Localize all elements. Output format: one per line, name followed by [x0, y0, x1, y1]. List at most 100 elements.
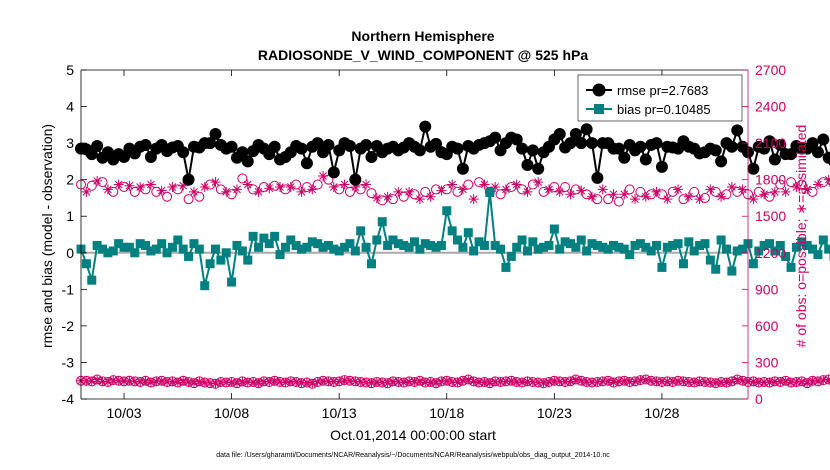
bias-point [652, 240, 662, 250]
bias-point [248, 231, 258, 241]
obs-assimilated-point [323, 376, 333, 386]
obs-assimilated-point [188, 186, 199, 197]
y-left-tick-label: -3 [62, 354, 75, 370]
rmse-point [489, 131, 502, 144]
obs-assimilated-point [431, 378, 441, 388]
bias-point [539, 242, 549, 252]
bias-point [227, 277, 237, 287]
obs-possible-point [613, 196, 624, 207]
obs-assimilated-point [668, 377, 678, 387]
obs-assimilated-point [587, 378, 597, 388]
obs-assimilated-point [307, 379, 317, 389]
obs-assimilated-point [506, 376, 516, 386]
obs-assimilated-point [587, 191, 598, 202]
obs-assimilated-point [415, 376, 425, 386]
bias-series-layer [76, 187, 830, 291]
obs-assimilated-point [522, 186, 533, 197]
legend-bias-label: bias pr=0.10485 [617, 102, 711, 117]
bias-point [173, 235, 183, 245]
obs-assimilated-point [683, 191, 694, 202]
plot-area [81, 70, 748, 399]
obs-assimilated-point [802, 184, 813, 195]
obs-assimilated-point [684, 377, 694, 387]
obs-assimilated-point [291, 377, 301, 387]
rmse-point [747, 162, 760, 175]
bias-point [797, 237, 807, 247]
obs-assimilated-point [334, 376, 344, 386]
obs-assimilated-point [775, 377, 785, 387]
rmse-point [360, 138, 373, 151]
obs-assimilated-point [377, 378, 387, 388]
obs-assimilated-point [453, 378, 463, 388]
obs-assimilated-point [98, 376, 108, 386]
bias-point [189, 239, 199, 249]
obs-assimilated-point [124, 180, 135, 191]
obs-assimilated-point [786, 378, 796, 388]
rmse-point [655, 160, 668, 173]
rmse-point [204, 137, 217, 150]
obs-assimilated-point [242, 179, 253, 190]
bias-point [426, 240, 436, 250]
bias-point [313, 239, 323, 249]
bias-point [318, 242, 328, 252]
obs-assimilated-point [200, 378, 210, 388]
bias-point [727, 266, 737, 276]
bias-point [646, 246, 656, 256]
obs-assimilated-point [700, 377, 710, 387]
obs-possible-point [452, 186, 463, 197]
bias-point [393, 239, 403, 249]
obs-assimilated-point [797, 376, 807, 386]
bias-point [420, 239, 430, 249]
y-left-tick-label: 4 [66, 99, 74, 115]
rmse-point [618, 151, 631, 164]
obs-assimilated-point [539, 378, 549, 388]
obs-possible-point [377, 195, 388, 206]
bias-point [302, 242, 312, 252]
obs-assimilated-point [479, 179, 490, 190]
bias-point [388, 235, 398, 245]
obs-assimilated-point [318, 376, 328, 386]
obs-assimilated-point [173, 378, 183, 388]
obs-assimilated-point [237, 376, 247, 386]
bias-point [108, 246, 118, 256]
obs-assimilated-point [463, 375, 473, 385]
bias-point [270, 231, 280, 241]
chart-subtitle: RADIOSONDE_V_WIND_COMPONENT @ 525 hPa [258, 47, 588, 63]
y-left-tick-label: 5 [66, 62, 74, 78]
obs-possible-point [215, 184, 226, 195]
obs-possible-point [463, 179, 474, 190]
bias-point [297, 244, 307, 254]
rmse-point [806, 137, 819, 150]
obs-possible-point [194, 191, 205, 202]
obs-assimilated-point [130, 376, 140, 386]
rmse-point [419, 120, 432, 133]
rmse-point [510, 133, 523, 146]
obs-assimilated-point [592, 377, 602, 387]
obs-possible-point [237, 173, 248, 184]
bias-point [781, 251, 791, 261]
obs-assimilated-point [231, 184, 242, 195]
obs-assimilated-point [345, 376, 355, 386]
bias-point [635, 239, 645, 249]
y-left-tick-label: 3 [66, 135, 74, 151]
obs-assimilated-point [485, 378, 495, 388]
rmse-point [521, 159, 534, 172]
obs-assimilated-point [264, 377, 274, 387]
obs-assimilated-point [340, 375, 350, 385]
bias-point [237, 246, 247, 256]
obs-assimilated-point [705, 378, 715, 388]
bias-point [162, 248, 172, 258]
obs-assimilated-point [436, 185, 447, 196]
obs-assimilated-point [113, 179, 124, 190]
obs-possible-point [538, 186, 549, 197]
obs-assimilated-point [366, 378, 376, 388]
bias-point [130, 248, 140, 258]
data-file-footer: data file: /Users/gharamti/Documents/NCA… [216, 452, 610, 459]
bias-point [522, 246, 532, 256]
obs-possible-point [667, 186, 678, 197]
obs-assimilated-point [533, 177, 544, 188]
y-right-tick-label: 0 [755, 391, 763, 407]
obs-assimilated-point [614, 376, 624, 386]
bias-point [356, 226, 366, 236]
bias-point [603, 244, 613, 254]
